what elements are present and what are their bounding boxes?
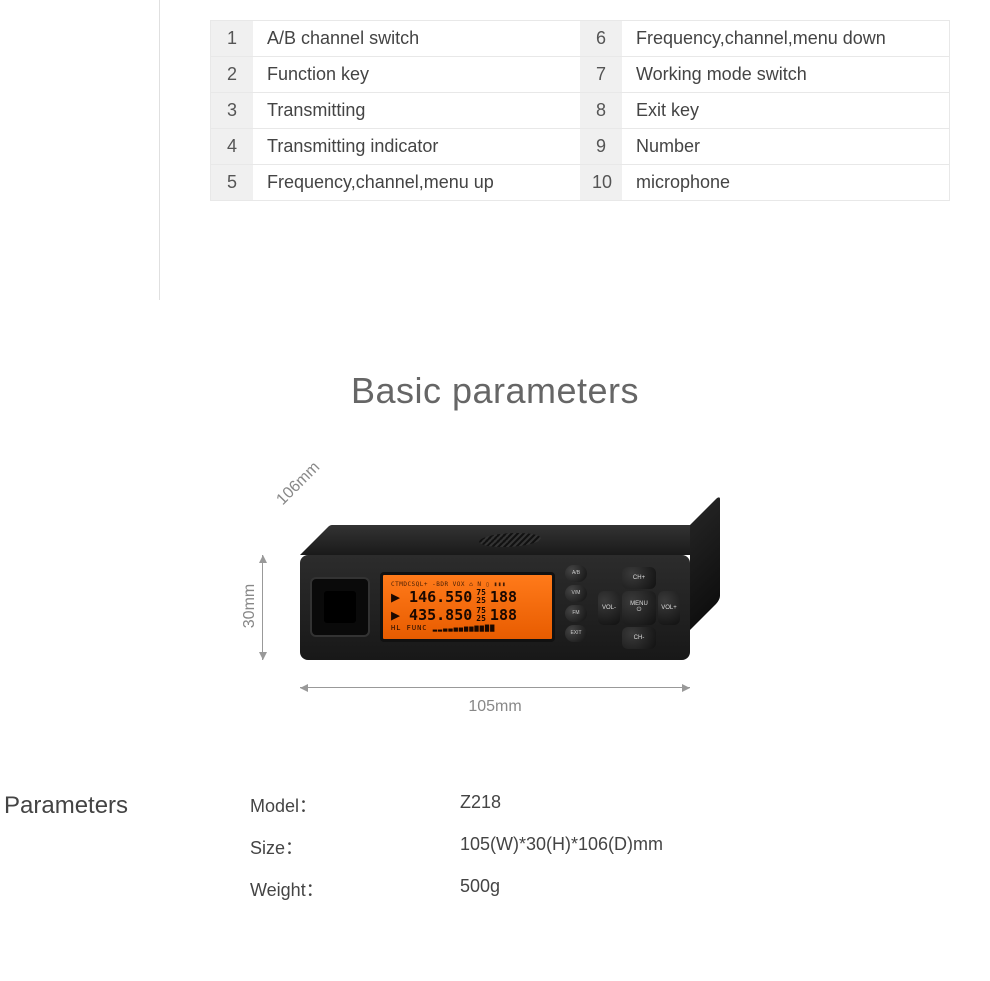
dimension-height: 30mm: [241, 583, 259, 627]
lcd-status-icons: CTMDCSQL+ -BDR VOX ⌂ N ▯ ▮▮▮: [391, 581, 544, 588]
legend-text: Function key: [253, 57, 580, 93]
title-section: Basic parameters: [0, 300, 990, 452]
lcd-freq-a-mem: 188: [490, 588, 517, 606]
legend-text: Exit key: [622, 93, 949, 129]
legend-num: 1: [211, 21, 253, 57]
legend-text: Working mode switch: [622, 57, 949, 93]
lcd-freq-a-suffix: 7525: [476, 589, 486, 605]
device-top-panel: [300, 525, 720, 555]
side-buttons: A/B V/M FM EXIT: [565, 565, 587, 642]
dpad-left: VOL-: [598, 591, 620, 625]
lcd-freq-b-mem: 188: [490, 606, 517, 624]
legend-text: Number: [622, 129, 949, 165]
dimension-depth: 106mm: [273, 458, 323, 508]
left-rail: [0, 0, 160, 300]
legend-section: 1A/B channel switch6Frequency,channel,me…: [0, 0, 990, 300]
mic-port: [310, 577, 370, 637]
param-row: Weight：500g: [250, 876, 663, 902]
parameters-heading: Parameters: [0, 792, 160, 918]
legend-num: 9: [580, 129, 622, 165]
param-row: Size：105(W)*30(H)*106(D)mm: [250, 834, 663, 860]
lcd-freq-b-value: ▶ 435.850: [391, 606, 472, 624]
param-value: Z218: [460, 792, 501, 818]
power-icon: ⏻: [637, 607, 642, 614]
side-button: FM: [565, 605, 587, 622]
dpad-center: MENU ⏻: [622, 591, 656, 625]
param-value: 105(W)*30(H)*106(D)mm: [460, 834, 663, 860]
legend-num: 6: [580, 21, 622, 57]
device-side-panel: [690, 495, 720, 630]
legend-text: microphone: [622, 165, 949, 200]
lcd-freq-b-suffix: 7525: [476, 607, 486, 623]
side-button: V/M: [565, 585, 587, 602]
lcd-freq-a: ▶ 146.550 7525 188: [391, 588, 544, 606]
legend-text: Frequency,channel,menu down: [622, 21, 949, 57]
param-key: Size：: [250, 834, 460, 860]
device-controls: A/B V/M FM EXIT CH+ CH- VOL- VOL+ MENU ⏻: [565, 565, 680, 650]
legend-num: 10: [580, 165, 622, 200]
param-value: 500g: [460, 876, 500, 902]
legend-num: 7: [580, 57, 622, 93]
dimension-height-arrow: [262, 555, 263, 660]
device: 106mm 30mm CTMDCSQL+ -BDR VOX ⌂ N ▯ ▮▮▮ …: [300, 525, 690, 660]
param-key: Model：: [250, 792, 460, 818]
dimension-width: 105mm: [300, 698, 690, 716]
product-figure: 106mm 30mm CTMDCSQL+ -BDR VOX ⌂ N ▯ ▮▮▮ …: [0, 452, 990, 732]
param-key: Weight：: [250, 876, 460, 902]
side-button: A/B: [565, 565, 587, 582]
legend-num: 3: [211, 93, 253, 129]
section-title: Basic parameters: [0, 370, 990, 412]
param-row: Model：Z218: [250, 792, 663, 818]
legend-text: Transmitting indicator: [253, 129, 580, 165]
legend-table: 1A/B channel switch6Frequency,channel,me…: [210, 20, 950, 201]
legend-text: Transmitting: [253, 93, 580, 129]
lcd-freq-b: ▶ 435.850 7525 188: [391, 606, 544, 624]
device-front-panel: CTMDCSQL+ -BDR VOX ⌂ N ▯ ▮▮▮ ▶ 146.550 7…: [300, 555, 690, 660]
legend-text: Frequency,channel,menu up: [253, 165, 580, 200]
side-button: EXIT: [565, 625, 587, 642]
dpad-right: VOL+: [658, 591, 680, 625]
parameters-section: Parameters Model：Z218Size：105(W)*30(H)*1…: [0, 732, 990, 918]
dpad: CH+ CH- VOL- VOL+ MENU ⏻: [598, 567, 680, 649]
lcd-screen: CTMDCSQL+ -BDR VOX ⌂ N ▯ ▮▮▮ ▶ 146.550 7…: [380, 572, 555, 642]
legend-text: A/B channel switch: [253, 21, 580, 57]
parameters-list: Model：Z218Size：105(W)*30(H)*106(D)mmWeig…: [250, 792, 663, 918]
lcd-signal-bars: HL FUNC ▂▂▃▃▄▄▅▅▆▆▇▇: [391, 624, 544, 632]
legend-table-wrap: 1A/B channel switch6Frequency,channel,me…: [160, 0, 990, 300]
legend-num: 4: [211, 129, 253, 165]
dimension-width-arrow: [300, 687, 690, 688]
lcd-freq-a-value: ▶ 146.550: [391, 588, 472, 606]
legend-num: 2: [211, 57, 253, 93]
dpad-down: CH-: [622, 627, 656, 649]
dpad-up: CH+: [622, 567, 656, 589]
legend-num: 5: [211, 165, 253, 200]
legend-num: 8: [580, 93, 622, 129]
